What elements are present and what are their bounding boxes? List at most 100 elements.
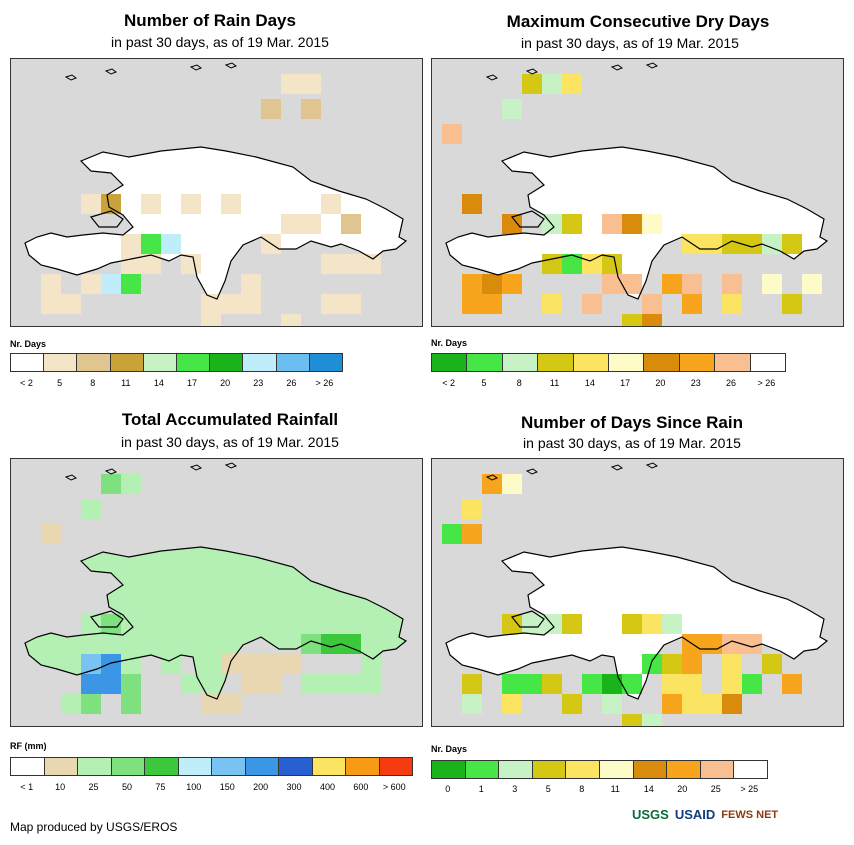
panel1-legend-ticks: < 2 5 8 11 14 17 20 23 26 > 26 — [10, 378, 341, 390]
map-grid-cell — [181, 194, 201, 214]
legend-tick-label: 0 — [445, 784, 451, 794]
map-grid-cell — [702, 634, 722, 654]
map-grid-cell — [742, 674, 762, 694]
legend-swatch — [700, 761, 735, 778]
map-grid-cell — [702, 694, 722, 714]
usgs-logo: USGS — [632, 807, 669, 822]
map-grid-cell — [702, 234, 722, 254]
legend-tick-label: 5 — [57, 378, 63, 388]
legend-swatch — [110, 354, 144, 371]
map-grid-cell — [281, 314, 301, 326]
map-grid-cell — [121, 674, 141, 694]
map-grid-cell — [562, 254, 582, 274]
legend-tick-label: 23 — [253, 378, 264, 388]
map-grid-cell — [782, 294, 802, 314]
map-grid-cell — [622, 714, 642, 726]
legend-swatch — [734, 761, 767, 778]
legend-tick-label: 23 — [690, 378, 701, 388]
small-island-coastline — [485, 474, 499, 481]
small-island-coastline — [104, 468, 118, 475]
legend-tick-label: 26 — [286, 378, 297, 388]
map-grid-cell — [562, 614, 582, 634]
map-grid-cell — [522, 674, 542, 694]
legend-swatch — [177, 354, 211, 371]
map-grid-cell — [81, 274, 101, 294]
map-grid-cell — [61, 294, 81, 314]
panel4-title: Number of Days Since Rain — [520, 413, 743, 432]
map-grid-cell — [301, 674, 321, 694]
map-grid-cell — [502, 614, 522, 634]
legend-tick-label: 11 — [610, 784, 620, 794]
map-grid-cell — [261, 654, 281, 674]
map-grid-cell — [602, 214, 622, 234]
panel1-legend-title: Nr. Days — [10, 339, 47, 349]
small-island-coastline — [525, 68, 539, 75]
legend-tick-label: 5 — [481, 378, 487, 388]
legend-tick-label: 3 — [512, 784, 518, 794]
map-grid-cell — [782, 234, 802, 254]
legend-tick-label: > 600 — [382, 782, 406, 792]
panel4-legend-bar — [431, 760, 768, 779]
map-grid-cell — [101, 474, 121, 494]
map-grid-cell — [602, 274, 622, 294]
map-grid-cell — [722, 694, 742, 714]
map-grid-cell — [321, 254, 341, 274]
panel3-legend-ticks: < 1 10 25 50 75 100 150 200 300 400 600 > 600 — [10, 782, 411, 794]
map-grid-cell — [321, 194, 341, 214]
map-grid-cell — [41, 524, 61, 544]
map-grid-cell — [622, 614, 642, 634]
rain-days-map — [10, 58, 423, 327]
small-island-coastline — [189, 464, 203, 471]
legend-swatch — [346, 758, 380, 775]
panel2-legend-ticks: < 2 5 8 11 14 17 20 23 26 > 26 — [431, 378, 784, 390]
map-grid-cell — [462, 294, 482, 314]
map-grid-cell — [161, 234, 181, 254]
legend-tick-label: 26 — [726, 378, 737, 388]
legend-swatch — [11, 354, 45, 371]
panel1-title: Number of Rain Days — [124, 11, 296, 30]
map-grid-cell — [301, 214, 321, 234]
map-grid-cell — [121, 254, 141, 274]
legend-tick-label: 50 — [121, 782, 132, 792]
map-grid-cell — [241, 654, 261, 674]
map-grid-cell — [722, 274, 742, 294]
map-grid-cell — [682, 694, 702, 714]
map-grid-cell — [341, 214, 361, 234]
map-grid-cell — [81, 694, 101, 714]
legend-swatch — [212, 758, 246, 775]
map-grid-cell — [582, 294, 602, 314]
legend-swatch — [609, 354, 645, 371]
map-grid-cell — [642, 294, 662, 314]
legend-swatch — [467, 354, 503, 371]
map-grid-cell — [502, 674, 522, 694]
legend-tick-label: 20 — [655, 378, 666, 388]
legend-swatch — [78, 758, 112, 775]
legend-swatch — [432, 761, 466, 778]
map-grid-cell — [61, 694, 81, 714]
panel3-legend-title: RF (mm) — [10, 741, 47, 751]
accumulated-rainfall-map — [10, 458, 423, 727]
map-grid-cell — [81, 674, 101, 694]
map-grid-cell — [81, 614, 101, 634]
map-grid-cell — [442, 124, 462, 144]
map-grid-cell — [241, 294, 261, 314]
legend-swatch — [679, 354, 716, 371]
hispaniola-coastline — [445, 546, 829, 700]
map-grid-cell — [121, 654, 141, 674]
legend-tick-label: 8 — [516, 378, 522, 388]
map-grid-cell — [722, 654, 742, 674]
legend-tick-label: 5 — [545, 784, 551, 794]
legend-swatch — [143, 354, 178, 371]
map-grid-cell — [462, 524, 482, 544]
legend-tick-label: 14 — [153, 378, 164, 388]
legend-tick-label: 25 — [710, 784, 721, 794]
map-grid-cell — [141, 194, 161, 214]
legend-tick-label: 600 — [353, 782, 369, 792]
map-grid-cell — [502, 474, 522, 494]
map-grid-cell — [221, 654, 241, 674]
small-island-coastline — [104, 68, 118, 75]
map-grid-cell — [782, 674, 802, 694]
legend-swatch — [573, 354, 610, 371]
dry-days-map — [431, 58, 844, 327]
map-grid-cell — [722, 294, 742, 314]
